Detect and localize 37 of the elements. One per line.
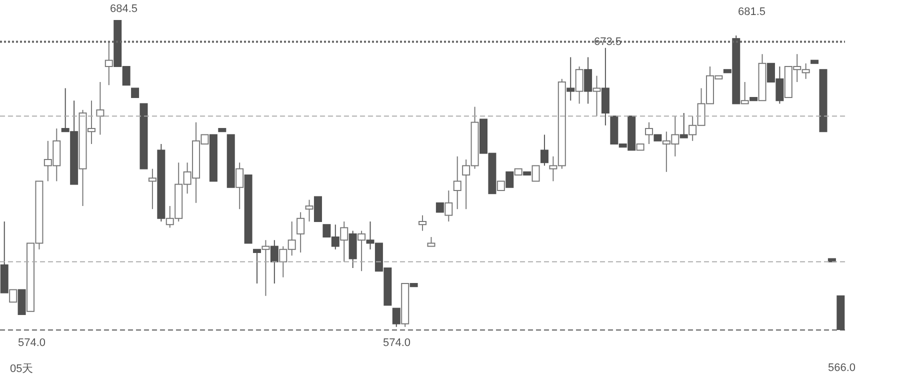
candlestick <box>253 248 261 284</box>
candlestick <box>444 190 453 222</box>
candlestick <box>131 88 140 98</box>
candlestick <box>262 240 270 296</box>
candlestick <box>296 212 305 253</box>
text: 681.5 <box>738 6 766 18</box>
candlestick <box>340 221 348 262</box>
candlestick <box>540 134 548 166</box>
candlestick <box>305 199 314 222</box>
text: 574.0 <box>18 337 46 349</box>
text: 566.0 <box>828 362 856 374</box>
candlestick <box>680 112 688 138</box>
text: 05天 <box>10 362 34 374</box>
candlestick <box>270 240 278 284</box>
candlestick <box>148 168 156 210</box>
candlestick <box>496 180 505 191</box>
candlestick <box>358 230 366 272</box>
candlestick <box>575 66 584 104</box>
candlestick <box>453 156 462 210</box>
candlestick <box>436 202 444 213</box>
candlestick <box>532 165 540 182</box>
candlestick <box>9 289 18 303</box>
candlestick <box>592 75 601 117</box>
candlestick <box>418 214 427 232</box>
candlestick <box>392 308 400 328</box>
candlestick <box>96 82 104 136</box>
candlestick <box>740 82 749 104</box>
text: 574.0 <box>383 337 411 349</box>
candlestick <box>645 122 654 144</box>
text: 684.5 <box>110 3 138 15</box>
annotation: 673.5 <box>594 36 622 48</box>
candlestick <box>584 56 592 104</box>
candlestick <box>104 41 113 86</box>
candlestick <box>506 171 514 188</box>
candlestick <box>566 56 575 102</box>
candlestick <box>236 162 244 210</box>
candlestick <box>427 236 436 247</box>
